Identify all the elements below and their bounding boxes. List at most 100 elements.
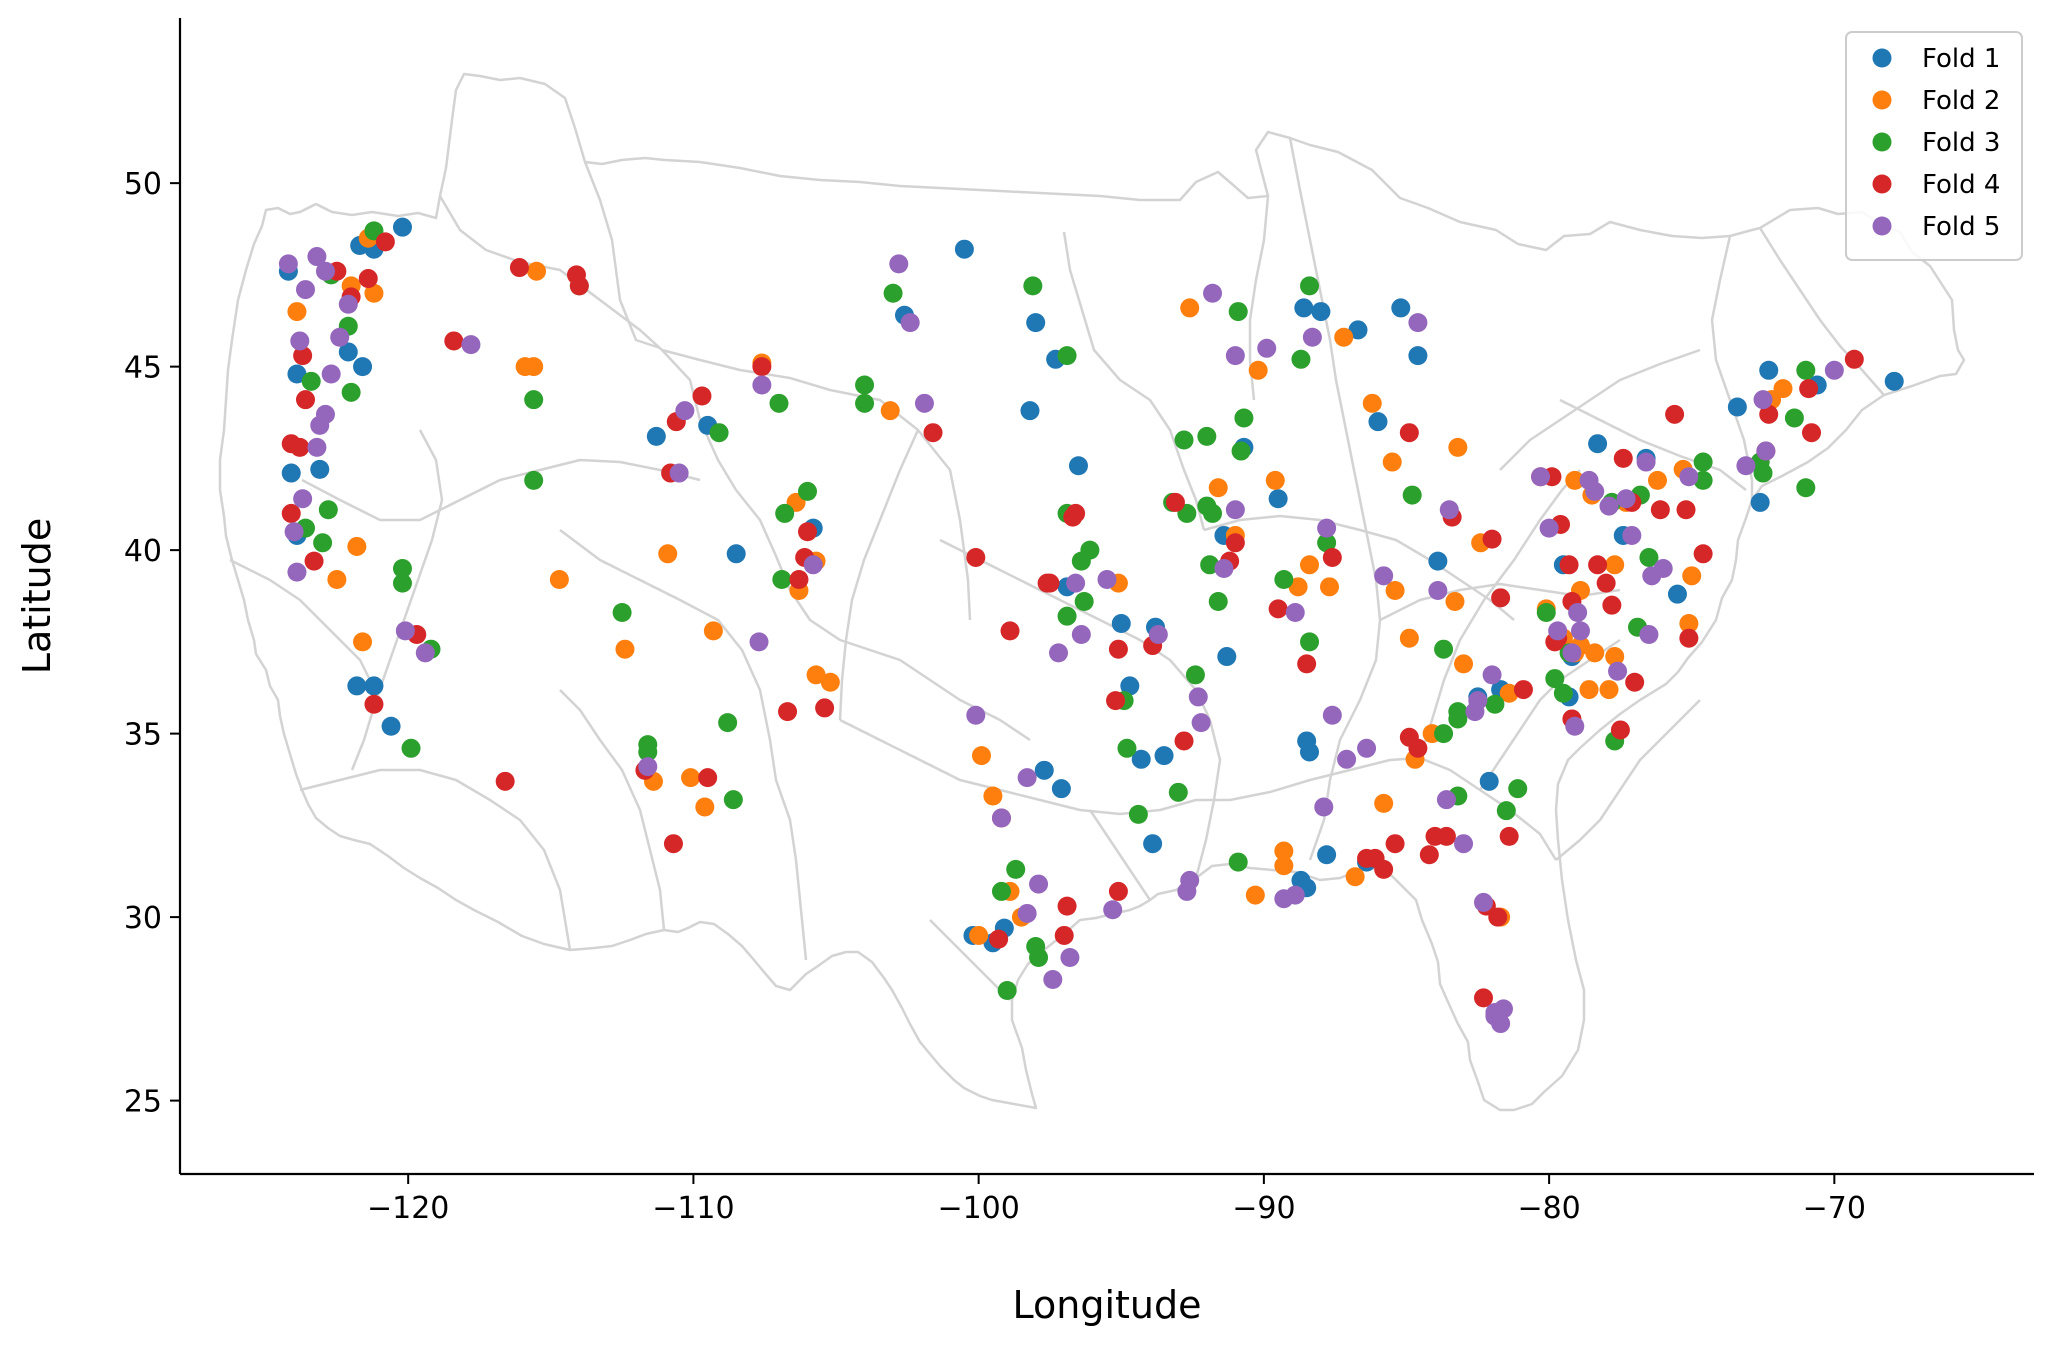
data-point <box>1203 283 1223 303</box>
data-point <box>1148 625 1168 645</box>
data-point <box>1108 881 1128 901</box>
data-point <box>347 536 367 556</box>
data-point <box>1051 779 1071 799</box>
legend: Fold 1 Fold 2 Fold 3 Fold 4 Fold 5 <box>1845 31 2023 261</box>
data-point <box>307 437 327 457</box>
data-point <box>615 639 635 659</box>
data-point <box>1759 404 1779 424</box>
data-point <box>1174 430 1194 450</box>
data-point <box>1300 555 1320 575</box>
data-point <box>1054 925 1074 945</box>
data-point <box>1049 643 1069 663</box>
data-point <box>1057 896 1077 916</box>
data-point <box>1285 885 1305 905</box>
data-point <box>1474 892 1494 912</box>
data-point <box>1066 573 1086 593</box>
data-point <box>1499 683 1519 703</box>
data-point <box>681 768 701 788</box>
y-tick-label: 50 <box>124 167 162 202</box>
data-point <box>1143 834 1163 854</box>
data-point <box>1374 566 1394 586</box>
data-point <box>1317 533 1337 553</box>
data-point <box>1579 680 1599 700</box>
data-point <box>1037 573 1057 593</box>
data-point <box>549 569 569 589</box>
data-point <box>1180 298 1200 318</box>
data-point <box>392 217 412 237</box>
data-point <box>1499 826 1519 846</box>
legend-marker <box>1872 90 1892 110</box>
x-tick-label: −90 <box>1232 1191 1295 1226</box>
data-point <box>1000 621 1020 641</box>
data-point <box>1117 738 1137 758</box>
data-point <box>1531 467 1551 487</box>
data-point <box>1436 826 1456 846</box>
data-point <box>1391 298 1411 318</box>
data-point <box>1796 360 1816 380</box>
data-point <box>1197 426 1217 446</box>
data-point <box>803 555 823 575</box>
data-point <box>612 603 632 623</box>
data-point <box>1111 614 1131 634</box>
data-point <box>789 569 809 589</box>
data-point <box>1317 518 1337 538</box>
data-point <box>1402 485 1422 505</box>
x-tick-label: −70 <box>1803 1191 1866 1226</box>
data-point <box>855 393 875 413</box>
data-point <box>698 768 718 788</box>
data-point <box>971 746 991 766</box>
data-point <box>1268 489 1288 509</box>
data-point <box>1622 525 1642 545</box>
data-point <box>1784 408 1804 428</box>
data-point <box>1408 738 1428 758</box>
data-point <box>290 331 310 351</box>
data-point <box>900 313 920 333</box>
series-fold-5 <box>278 247 1844 1034</box>
data-point <box>1043 969 1063 989</box>
data-point <box>1225 346 1245 366</box>
data-point <box>1844 349 1864 369</box>
data-point <box>1208 478 1228 498</box>
data-point <box>1154 746 1174 766</box>
data-point <box>1385 580 1405 600</box>
data-point <box>798 481 818 501</box>
data-point <box>820 672 840 692</box>
data-point <box>293 489 313 509</box>
axes: −120 −110 −100 −90 −80 −70 25 30 35 40 45 50 Longitu… <box>15 18 2034 1327</box>
data-point <box>1060 947 1080 967</box>
data-point <box>966 705 986 725</box>
data-points <box>278 217 1904 1034</box>
data-point <box>1491 1014 1511 1034</box>
data-point <box>341 382 361 402</box>
data-point <box>1300 742 1320 762</box>
x-tick-label: −110 <box>652 1191 734 1226</box>
data-point <box>287 364 307 384</box>
data-point <box>304 551 324 571</box>
data-point <box>1374 859 1394 879</box>
data-point <box>1311 302 1331 322</box>
data-point <box>1128 804 1148 824</box>
data-point <box>1736 456 1756 476</box>
data-point <box>415 643 435 663</box>
data-point <box>524 357 544 377</box>
data-point <box>1613 448 1633 468</box>
legend-marker <box>1872 174 1892 194</box>
data-point <box>1374 793 1394 813</box>
data-point <box>692 386 712 406</box>
data-point <box>1225 533 1245 553</box>
data-point <box>327 569 347 589</box>
data-point <box>718 713 738 733</box>
data-point <box>1245 885 1265 905</box>
legend-label: Fold 3 <box>1922 128 2000 158</box>
data-point <box>1753 390 1773 410</box>
data-point <box>353 357 373 377</box>
data-point <box>1208 592 1228 612</box>
data-point <box>914 393 934 413</box>
data-point <box>1479 771 1499 791</box>
data-point <box>509 258 529 278</box>
data-point <box>1108 639 1128 659</box>
data-point <box>1562 643 1582 663</box>
data-point <box>1399 628 1419 648</box>
data-point <box>1382 452 1402 472</box>
data-point <box>1676 500 1696 520</box>
